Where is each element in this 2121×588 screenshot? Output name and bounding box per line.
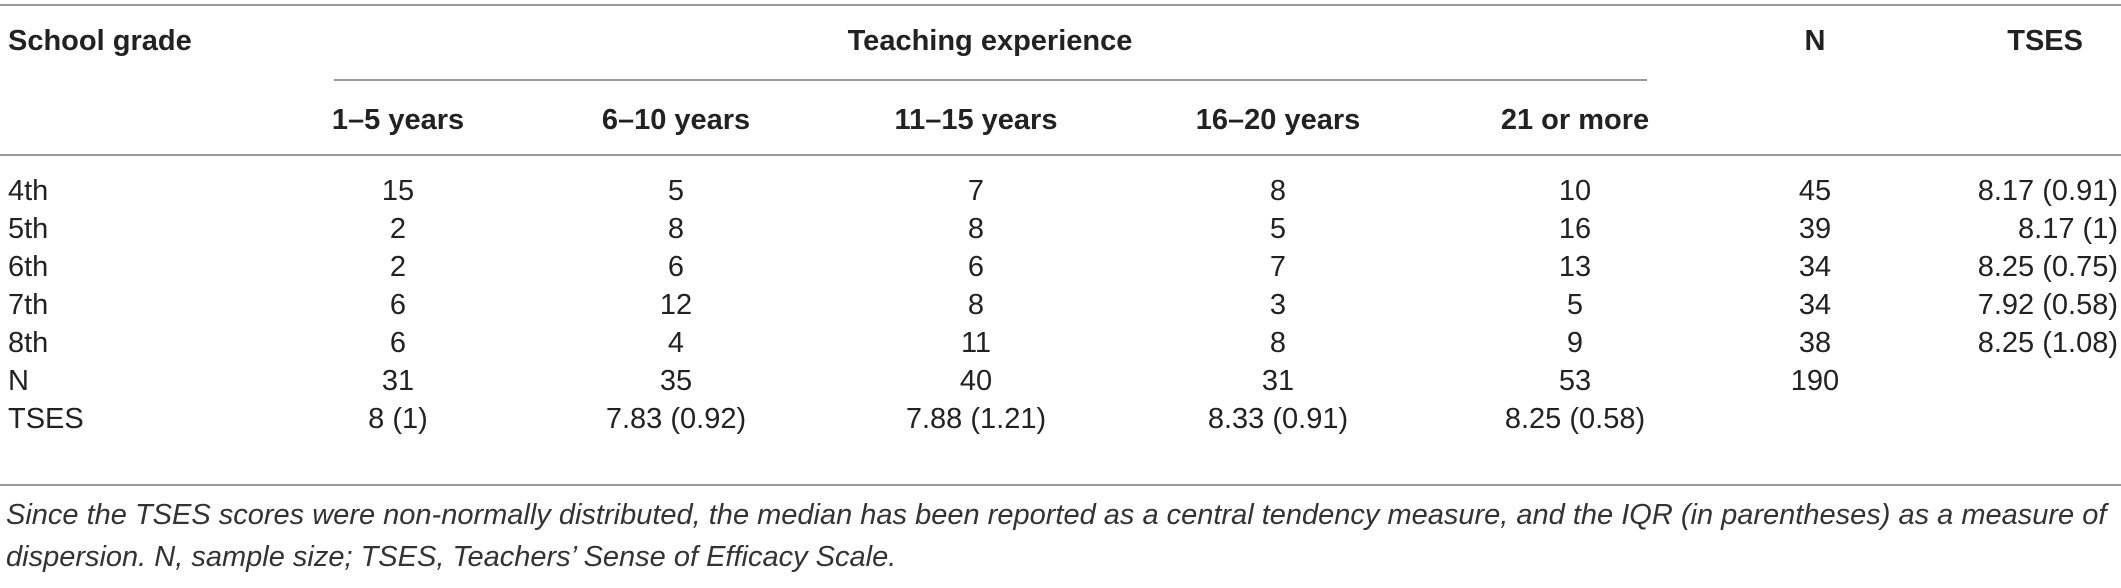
- table-cell: 8: [1269, 175, 1287, 207]
- row-tses-value: 7.92 (0.58): [1977, 289, 2118, 321]
- row-label: 8th: [8, 327, 49, 359]
- header-exp-2: 6–10 years: [601, 104, 751, 136]
- table-cell: 8: [967, 213, 985, 245]
- table-cell: 7.83 (0.92): [605, 403, 747, 435]
- row-label: 5th: [8, 213, 49, 245]
- row-tses-value: 8.25 (1.08): [1977, 327, 2118, 359]
- table-cell: 6: [667, 251, 685, 283]
- table-cell: 2: [389, 251, 407, 283]
- row-n-value: 34: [1798, 251, 1832, 283]
- table-cell: 5: [667, 175, 685, 207]
- header-school-grade: School grade: [8, 25, 192, 57]
- table-cell: 31: [1261, 365, 1295, 397]
- table-cell: 6: [967, 251, 985, 283]
- table-cell: 7: [1269, 251, 1287, 283]
- table-cell: 4: [667, 327, 685, 359]
- table-cell: 31: [381, 365, 415, 397]
- header-exp-4: 16–20 years: [1195, 104, 1361, 136]
- top-rule: [0, 4, 2121, 6]
- table-cell: 7: [967, 175, 985, 207]
- row-n-value: 39: [1798, 213, 1832, 245]
- row-tses-value: 8.25 (0.75): [1977, 251, 2118, 283]
- table-cell: 8: [967, 289, 985, 321]
- table-cell: 16: [1558, 213, 1592, 245]
- table-cell: 13: [1558, 251, 1592, 283]
- header-rule: [0, 154, 2121, 156]
- table-cell: 8 (1): [368, 403, 428, 435]
- table-cell: 8.33 (0.91): [1207, 403, 1349, 435]
- row-label: TSES: [8, 403, 84, 435]
- row-n-value: 38: [1798, 327, 1832, 359]
- table-cell: 35: [659, 365, 693, 397]
- table-cell: 6: [389, 289, 407, 321]
- header-teaching-experience: Teaching experience: [847, 25, 1133, 57]
- table-cell: 7.88 (1.21): [905, 403, 1047, 435]
- table-cell: 8: [667, 213, 685, 245]
- table-cell: 9: [1566, 327, 1584, 359]
- header-n: N: [1804, 25, 1826, 57]
- teaching-experience-underline: [334, 79, 1647, 81]
- row-tses-value: 8.17 (1): [2018, 213, 2118, 245]
- table-cell: 40: [959, 365, 993, 397]
- header-tses: TSES: [2007, 25, 2083, 57]
- row-n-value: 190: [1790, 365, 1840, 397]
- table-footnote: Since the TSES scores were non-normally …: [6, 499, 2107, 573]
- table-cell: 11: [960, 327, 992, 359]
- header-exp-1: 1–5 years: [331, 104, 465, 136]
- bottom-rule: [0, 484, 2121, 486]
- table-cell: 8: [1269, 327, 1287, 359]
- row-label: N: [8, 365, 29, 397]
- row-label: 7th: [8, 289, 49, 321]
- table-cell: 8.25 (0.58): [1504, 403, 1646, 435]
- row-label: 6th: [8, 251, 49, 283]
- table-cell: 2: [389, 213, 407, 245]
- header-exp-3: 11–15 years: [894, 104, 1058, 136]
- table-cell: 5: [1566, 289, 1584, 321]
- row-n-value: 45: [1798, 175, 1832, 207]
- table-cell: 15: [381, 175, 415, 207]
- table-cell: 5: [1269, 213, 1287, 245]
- table-cell: 10: [1558, 175, 1592, 207]
- table-cell: 53: [1558, 365, 1592, 397]
- row-tses-value: 8.17 (0.91): [1977, 175, 2118, 207]
- table-cell: 3: [1269, 289, 1287, 321]
- row-n-value: 34: [1798, 289, 1832, 321]
- table-cell: 6: [389, 327, 407, 359]
- row-label: 4th: [8, 175, 49, 207]
- header-exp-5: 21 or more: [1500, 104, 1650, 136]
- table-cell: 12: [659, 289, 693, 321]
